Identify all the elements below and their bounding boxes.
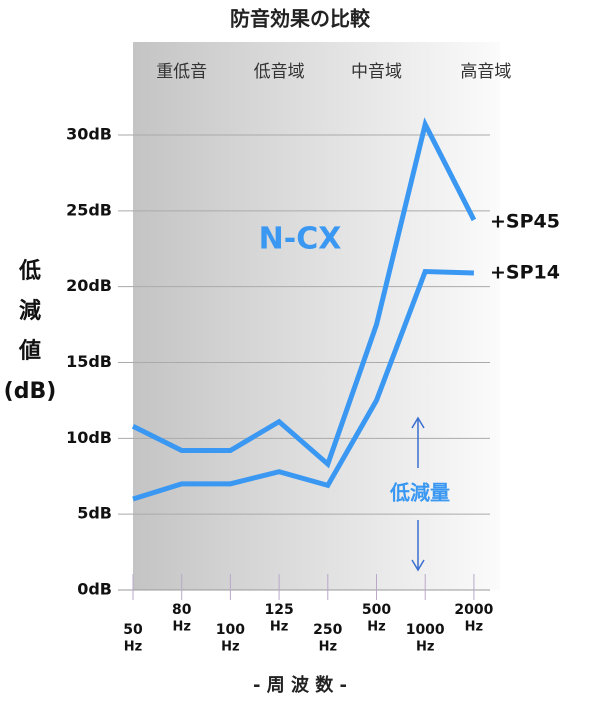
annotation: N-CX bbox=[259, 222, 342, 257]
x-tick-unit: Hz bbox=[221, 640, 239, 655]
x-tick-label: 100 bbox=[216, 622, 245, 638]
line-series bbox=[132, 268, 474, 502]
x-tick-unit: Hz bbox=[465, 620, 483, 635]
x-tick-unit: Hz bbox=[124, 640, 142, 655]
arrow-head bbox=[411, 416, 425, 429]
plot-background bbox=[133, 42, 500, 590]
band-label: 重低音 bbox=[156, 62, 207, 82]
band-label: 中音域 bbox=[351, 62, 402, 82]
y-tick-label: 0dB bbox=[77, 580, 112, 599]
x-tick-unit: Hz bbox=[270, 620, 288, 635]
x-tick-unit: Hz bbox=[367, 620, 385, 635]
y-axis-title: 減 bbox=[19, 299, 41, 324]
x-tick-label: 50 bbox=[123, 622, 143, 638]
y-axis-title: 低 bbox=[18, 259, 41, 284]
annotation: 低減量 bbox=[389, 481, 450, 505]
x-tick-label: 125 bbox=[264, 602, 293, 618]
y-axis-title: (dB) bbox=[4, 379, 57, 404]
x-tick-unit: Hz bbox=[172, 620, 190, 635]
y-tick-label: 20dB bbox=[66, 276, 112, 295]
x-tick-label: 2000 bbox=[454, 602, 493, 618]
band-label: 高音域 bbox=[460, 62, 511, 82]
x-axis-title: - 周 波 数 - bbox=[253, 674, 347, 696]
y-tick-label: 30dB bbox=[66, 125, 112, 144]
series-label: +SP45 bbox=[490, 211, 560, 233]
x-tick-label: 250 bbox=[313, 622, 342, 638]
x-tick-label: 1000 bbox=[406, 622, 445, 638]
arrow-head bbox=[411, 559, 425, 572]
band-label: 低音域 bbox=[254, 62, 305, 82]
y-tick-label: 15dB bbox=[66, 352, 112, 371]
y-tick-label: 25dB bbox=[66, 200, 112, 219]
line-series bbox=[131, 117, 477, 469]
x-tick-label: 500 bbox=[362, 602, 391, 618]
y-tick-label: 5dB bbox=[77, 504, 112, 523]
chart-title: 防音効果の比較 bbox=[230, 7, 371, 31]
x-tick-unit: Hz bbox=[319, 640, 337, 655]
series-label: +SP14 bbox=[490, 262, 560, 284]
y-axis-title: 値 bbox=[18, 339, 41, 364]
x-tick-unit: Hz bbox=[416, 640, 434, 655]
x-tick-label: 80 bbox=[172, 602, 192, 618]
y-tick-label: 10dB bbox=[66, 428, 112, 447]
